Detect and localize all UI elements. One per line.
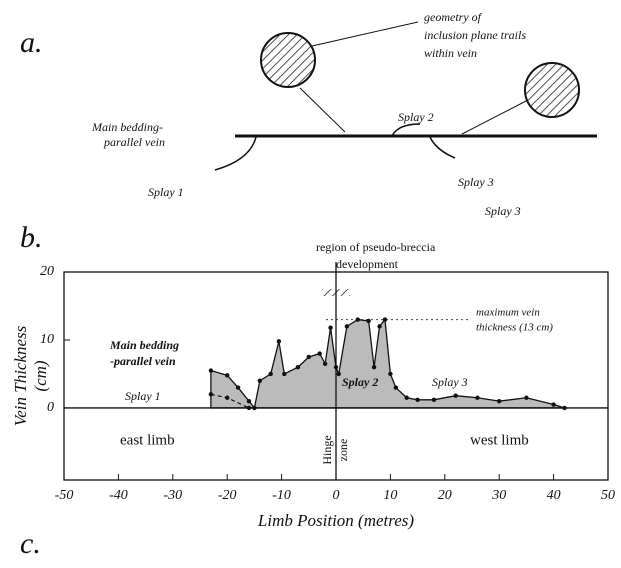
point (282, 372, 286, 376)
leader (300, 88, 345, 132)
annotation: east limb (120, 432, 175, 448)
annotation: Hinge (320, 435, 334, 464)
panel-label: c. (20, 527, 41, 560)
annotation: -parallel vein (110, 354, 176, 368)
splay-label: Splay 1 (148, 185, 184, 199)
splay-label: Splay 3 (458, 175, 494, 189)
point (258, 379, 262, 383)
point (453, 394, 457, 398)
point (225, 373, 229, 377)
x-tick-label: 10 (383, 488, 397, 503)
x-tick-label: 40 (547, 488, 561, 503)
point (377, 324, 381, 328)
splay (430, 137, 455, 158)
annotation: development (336, 257, 399, 271)
annotation: thickness (13 cm) (476, 322, 553, 334)
note: inclusion plane trails (424, 28, 526, 42)
point (405, 396, 409, 400)
point (415, 398, 419, 402)
point (394, 385, 398, 389)
point (225, 396, 229, 400)
y-tick-label: 0 (47, 400, 54, 415)
annotation: west limb (470, 432, 529, 448)
point (328, 326, 332, 330)
point (383, 317, 387, 321)
point (317, 351, 321, 355)
splay-label: Splay 3 (485, 204, 521, 218)
point (366, 319, 370, 323)
annotation: Main bedding (109, 338, 179, 352)
point (345, 324, 349, 328)
x-tick-label: -10 (272, 488, 291, 503)
figure: a. geometry of inclusion plane trails wi… (0, 0, 621, 568)
point (524, 396, 528, 400)
panel-label: a. (20, 26, 43, 59)
point (551, 402, 555, 406)
y-tick-label: 10 (40, 332, 54, 347)
note: geometry of (424, 10, 483, 24)
point (372, 365, 376, 369)
point (356, 317, 360, 321)
x-tick-label: -20 (218, 488, 237, 503)
y-axis-label: Vein Thickness (11, 325, 30, 426)
point (388, 372, 392, 376)
leader (462, 100, 528, 134)
annotation: region of pseudo-breccia (316, 240, 436, 254)
x-tick-label: 20 (438, 488, 452, 503)
x-tick-label: 0 (333, 488, 340, 503)
annotation: zone (336, 439, 350, 462)
x-tick-label: -40 (109, 488, 128, 503)
point (497, 399, 501, 403)
splay-label: Splay 2 (398, 110, 434, 124)
splay (215, 137, 256, 170)
x-tick-label: 50 (601, 488, 615, 503)
point (475, 396, 479, 400)
chart: 0 10 20 -50 -40 -30 -20 -10 0 10 20 30 40 50 Limb Posi… (11, 240, 615, 530)
point (209, 392, 213, 396)
inset-circle (261, 33, 315, 87)
point (296, 365, 300, 369)
point (323, 362, 327, 366)
y-tick-label: 20 (40, 264, 54, 279)
x-tick-label: 30 (491, 488, 506, 503)
x-tick-label: -50 (55, 488, 74, 503)
point (337, 372, 341, 376)
annotation: Splay 1 (125, 389, 161, 403)
point (432, 398, 436, 402)
annotation: Splay 3 (432, 375, 468, 389)
vein-label: Main bedding- (91, 120, 163, 134)
point (236, 385, 240, 389)
point (247, 399, 251, 403)
x-axis-label: Limb Position (metres) (257, 511, 414, 530)
annotation: maximum vein (476, 307, 540, 319)
leader (312, 22, 418, 46)
note: within vein (424, 46, 477, 60)
x-tick-label: -30 (163, 488, 182, 503)
annotation: Splay 2 (342, 375, 378, 389)
point (209, 368, 213, 372)
point (307, 355, 311, 359)
point (269, 372, 273, 376)
splay (392, 124, 420, 136)
vein-label: parallel vein (103, 135, 165, 149)
point (277, 339, 281, 343)
panel-label: b. (20, 221, 43, 254)
y-axis-label: (cm) (31, 360, 50, 391)
inset-circle (525, 63, 579, 117)
